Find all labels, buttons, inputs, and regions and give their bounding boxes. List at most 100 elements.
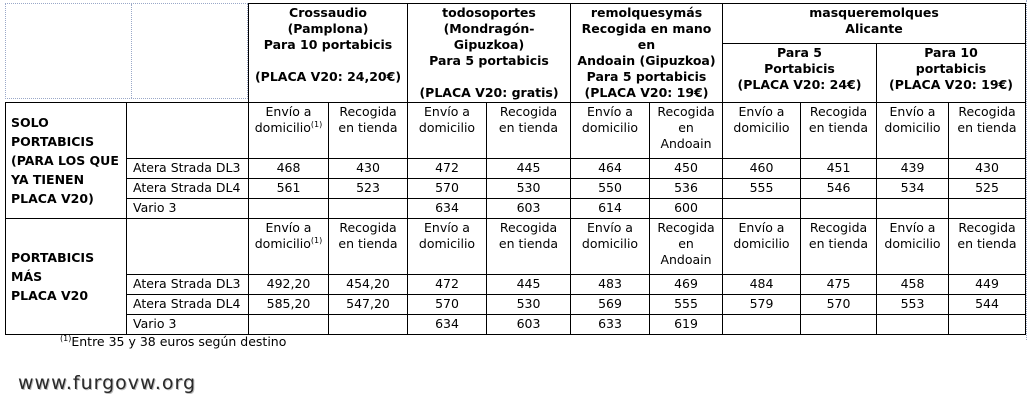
supplier-plate-price: (PLACA V20: 24,20€) xyxy=(254,69,402,84)
option-envio: Envío a domicilio xyxy=(876,102,949,159)
option-envio: Envío a domicilio xyxy=(722,218,801,275)
label-line: en tienda xyxy=(498,236,559,251)
label-line: Envío a xyxy=(738,104,785,119)
price-cell: 451 xyxy=(800,158,877,179)
label-line: Recogida xyxy=(958,220,1016,235)
section-title-line: PORTABICIS MÁS xyxy=(11,250,95,284)
price-cell: 634 xyxy=(407,198,487,219)
section-2-option-labels: PORTABICIS MÁS PLACA V20 Envío a domicili… xyxy=(5,218,1026,335)
model-name: Atera Strada DL4 xyxy=(126,294,249,315)
price-cell: 469 xyxy=(649,274,723,295)
label-line: domicilio xyxy=(581,236,639,251)
price-cell: 547,20 xyxy=(328,294,408,315)
label-line: Recogida xyxy=(499,220,558,235)
model-name: Atera Strada DL3 xyxy=(126,158,249,179)
price-cell: 569 xyxy=(570,294,650,315)
price-cell xyxy=(722,314,801,335)
option-envio: Envío a domicilio xyxy=(407,218,487,275)
supplier-location: Alicante xyxy=(845,21,903,36)
label-line: Envío a xyxy=(265,104,312,119)
section-2-title: PORTABICIS MÁS PLACA V20 xyxy=(5,218,127,335)
price-cell: 546 xyxy=(800,178,877,199)
label-line: Recogida xyxy=(809,220,868,235)
supplier-header-crossaudio: Crossaudio (Pamplona) Para 10 portabicis… xyxy=(248,3,408,103)
table-row: Atera Strada DL4 561 523 570 530 550 536… xyxy=(6,178,1026,199)
price-cell: 585,20 xyxy=(248,294,329,315)
footnote-mark: (1) xyxy=(310,119,323,129)
option-envio: Envío a domicilio xyxy=(570,102,650,159)
option-envio: Envío a domicilio xyxy=(407,102,487,159)
section-title-line: (PARA LOS QUE xyxy=(11,153,119,168)
price-cell: 603 xyxy=(486,198,571,219)
label-line: Recogida xyxy=(499,104,558,119)
price-cell: 472 xyxy=(407,274,487,295)
price-cell: 570 xyxy=(407,178,487,199)
supplier-capacity: Para 5 portabicis xyxy=(429,53,549,68)
subheader-line-1: Para 5 xyxy=(777,45,822,61)
supplier-plate-price: (PLACA V20: 19€) xyxy=(584,85,709,100)
price-cell: 525 xyxy=(948,178,1026,199)
header-row-suppliers: Crossaudio (Pamplona) Para 10 portabicis… xyxy=(6,2,1026,103)
footnote-text: Entre 35 y 38 euros según destino xyxy=(71,334,287,349)
label-line: en tienda xyxy=(957,120,1017,135)
option-recogida: Recogida en tienda xyxy=(800,218,877,275)
supplier-name: remolquesymás xyxy=(590,5,703,20)
subheader-line-1: Para 10 xyxy=(924,45,978,61)
price-cell: 603 xyxy=(486,314,571,335)
label-line: Recogida xyxy=(339,104,397,119)
price-cell: 430 xyxy=(948,158,1026,179)
supplier-pickup-location: Andoain (Gipuzkoa) xyxy=(577,53,716,68)
price-cell: 523 xyxy=(328,178,408,199)
subheader-plate-price: (PLACA V20: 19€) xyxy=(889,77,1013,93)
price-cell: 619 xyxy=(649,314,723,335)
label-line: domicilio xyxy=(884,236,941,251)
supplier-name: masqueremolques xyxy=(809,5,939,20)
label-line: Recogida xyxy=(657,104,715,119)
price-cell: 484 xyxy=(722,274,801,295)
label-line: Andoain xyxy=(660,252,712,267)
price-cell xyxy=(328,198,408,219)
label-line: domicilio xyxy=(884,120,941,135)
subheader-line-2: Portabicis xyxy=(764,61,835,77)
model-name: Vario 3 xyxy=(126,314,249,335)
price-cell: 458 xyxy=(876,274,949,295)
price-cell xyxy=(800,198,877,219)
label-line: Recogida xyxy=(958,104,1016,119)
price-cell: 460 xyxy=(722,158,801,179)
table-row: Vario 3 634 603 633 619 xyxy=(6,314,1026,335)
section-1-title: SOLO PORTABICIS (PARA LOS QUE YA TIENEN … xyxy=(5,102,127,219)
price-cell: 464 xyxy=(570,158,650,179)
price-cell: 445 xyxy=(486,274,571,295)
label-line: domicilio xyxy=(418,236,476,251)
supplier-header-todosoportes: todosoportes (Mondragón-Gipuzkoa) Para 5… xyxy=(407,3,571,103)
table-row: Atera Strada DL3 468 430 472 445 464 450… xyxy=(6,158,1026,179)
supplier-header-remolquesymas: remolquesymás Recogida en mano en Andoai… xyxy=(570,3,723,103)
label-line: domicilio xyxy=(418,120,476,135)
supplier-capacity: Para 10 portabicis xyxy=(263,37,393,52)
option-recogida: Recogida en tienda xyxy=(486,218,571,275)
option-recogida-andoain: Recogida en Andoain xyxy=(649,218,723,275)
subheader-10-portabicis: Para 10 portabicis (PLACA V20: 19€) xyxy=(876,43,1026,103)
label-line: en tienda xyxy=(498,120,559,135)
price-cell xyxy=(948,198,1026,219)
label-line: Recogida xyxy=(657,220,715,235)
label-line: Envío a xyxy=(587,104,633,119)
header-empty-cell xyxy=(6,4,127,103)
price-cell: 614 xyxy=(570,198,650,219)
model-name: Vario 3 xyxy=(126,198,249,219)
option-label-empty xyxy=(126,102,249,159)
label-line: en tienda xyxy=(338,120,398,135)
section-title-line: PLACA V20) xyxy=(11,191,94,206)
option-envio: Envío a domicilio xyxy=(570,218,650,275)
label-line: en tienda xyxy=(338,236,398,251)
label-line: en tienda xyxy=(808,236,869,251)
price-cell: 550 xyxy=(570,178,650,199)
label-line: en tienda xyxy=(957,236,1017,251)
price-cell xyxy=(876,314,949,335)
footnote-mark: (1) xyxy=(310,235,323,245)
price-cell: 492,20 xyxy=(248,274,329,295)
price-cell xyxy=(800,314,877,335)
subheader-plate-price: (PLACA V20: 24€) xyxy=(737,77,862,93)
supplier-header-masqueremolques: masqueremolques Alicante xyxy=(722,2,1026,45)
price-cell: 439 xyxy=(876,158,949,179)
